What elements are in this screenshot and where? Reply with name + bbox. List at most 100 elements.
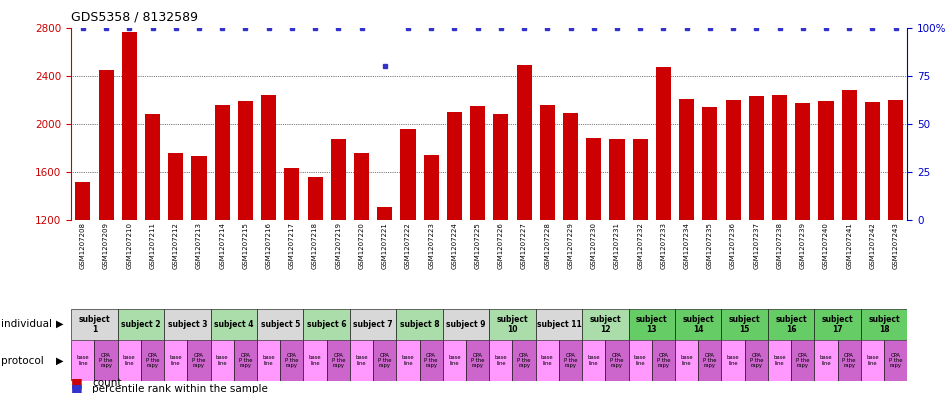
Text: GSM1207226: GSM1207226	[498, 222, 504, 269]
Bar	[466, 340, 489, 381]
Text: GSM1207242: GSM1207242	[869, 222, 875, 268]
Bar	[675, 340, 698, 381]
Bar	[420, 340, 443, 381]
Bar	[726, 100, 741, 220]
Text: subject
12: subject 12	[590, 314, 621, 334]
Text: GSM1207234: GSM1207234	[684, 222, 690, 269]
Bar	[633, 140, 648, 220]
Text: subject
15: subject 15	[729, 314, 761, 334]
Text: GSM1207231: GSM1207231	[614, 222, 620, 269]
Text: subject
1: subject 1	[79, 314, 110, 334]
Bar	[187, 340, 211, 381]
Bar	[582, 309, 629, 340]
Bar	[446, 112, 462, 220]
Text: GSM1207236: GSM1207236	[731, 222, 736, 269]
Bar	[94, 340, 118, 381]
Bar	[745, 340, 768, 381]
Text: GSM1207227: GSM1207227	[522, 222, 527, 269]
Text: CPA
P the
rapy: CPA P the rapy	[889, 353, 902, 369]
Text: GSM1207214: GSM1207214	[219, 222, 225, 269]
Text: subject
14: subject 14	[682, 314, 714, 334]
Bar	[768, 309, 814, 340]
Text: GSM1207213: GSM1207213	[196, 222, 202, 269]
Bar	[795, 103, 810, 220]
Bar	[192, 156, 206, 220]
Text: GSM1207229: GSM1207229	[567, 222, 574, 269]
Bar	[861, 309, 907, 340]
Text: CPA
P the
rapy: CPA P the rapy	[610, 353, 624, 369]
Bar	[261, 95, 276, 220]
Bar	[582, 340, 605, 381]
Bar	[257, 340, 280, 381]
Text: protocol: protocol	[1, 356, 44, 365]
Text: GSM1207222: GSM1207222	[405, 222, 411, 268]
Bar	[652, 340, 675, 381]
Bar	[814, 340, 838, 381]
Text: GSM1207218: GSM1207218	[313, 222, 318, 269]
Text: GSM1207237: GSM1207237	[753, 222, 759, 269]
Bar	[396, 340, 420, 381]
Bar	[884, 340, 907, 381]
Text: subject 7: subject 7	[353, 320, 393, 329]
Bar	[540, 105, 555, 220]
Bar	[656, 67, 671, 220]
Bar	[721, 309, 768, 340]
Bar	[888, 100, 903, 220]
Bar	[350, 309, 396, 340]
Bar	[400, 129, 415, 220]
Bar	[141, 340, 164, 381]
Bar	[489, 340, 512, 381]
Bar	[350, 340, 373, 381]
Bar	[702, 107, 717, 220]
Text: GSM1207225: GSM1207225	[475, 222, 481, 268]
Text: subject
17: subject 17	[822, 314, 853, 334]
Text: subject
10: subject 10	[497, 314, 528, 334]
Text: GSM1207230: GSM1207230	[591, 222, 597, 269]
Text: GDS5358 / 8132589: GDS5358 / 8132589	[71, 11, 199, 24]
Text: ▶: ▶	[56, 356, 64, 365]
Bar	[75, 182, 90, 220]
Text: subject 9: subject 9	[446, 320, 485, 329]
Text: GSM1207221: GSM1207221	[382, 222, 388, 269]
Text: CPA
P the
rapy: CPA P the rapy	[750, 353, 763, 369]
Text: base
line: base line	[680, 355, 693, 366]
Bar	[605, 340, 629, 381]
Text: GSM1207235: GSM1207235	[707, 222, 712, 269]
Bar	[586, 138, 601, 220]
Bar	[118, 309, 164, 340]
Text: GSM1207239: GSM1207239	[800, 222, 806, 269]
Text: GSM1207233: GSM1207233	[660, 222, 666, 269]
Text: subject
16: subject 16	[775, 314, 807, 334]
Bar	[679, 99, 694, 220]
Text: CPA
P the
rapy: CPA P the rapy	[425, 353, 438, 369]
Text: GSM1207241: GSM1207241	[846, 222, 852, 269]
Bar	[563, 113, 578, 220]
Text: base
line: base line	[495, 355, 507, 366]
Text: CPA
P the
rapy: CPA P the rapy	[471, 353, 484, 369]
Text: ■: ■	[71, 382, 83, 393]
Text: GSM1207209: GSM1207209	[104, 222, 109, 269]
Text: subject 8: subject 8	[400, 320, 440, 329]
Bar	[493, 114, 508, 220]
Text: base
line: base line	[541, 355, 554, 366]
Text: subject 6: subject 6	[307, 320, 347, 329]
Bar	[768, 340, 791, 381]
Bar	[99, 70, 114, 220]
Bar	[629, 309, 675, 340]
Text: CPA
P the
rapy: CPA P the rapy	[518, 353, 531, 369]
Bar	[280, 340, 303, 381]
Bar	[772, 95, 787, 220]
Bar	[396, 309, 443, 340]
Text: GSM1207210: GSM1207210	[126, 222, 132, 269]
Bar	[443, 309, 489, 340]
Text: CPA
P the
rapy: CPA P the rapy	[100, 353, 113, 369]
Bar	[211, 309, 257, 340]
Text: GSM1207232: GSM1207232	[637, 222, 643, 269]
Text: CPA
P the
rapy: CPA P the rapy	[843, 353, 856, 369]
Text: GSM1207216: GSM1207216	[266, 222, 272, 269]
Text: subject 2: subject 2	[122, 320, 161, 329]
Text: CPA
P the
rapy: CPA P the rapy	[285, 353, 298, 369]
Text: GSM1207238: GSM1207238	[776, 222, 783, 269]
Text: GSM1207217: GSM1207217	[289, 222, 294, 269]
Text: base
line: base line	[169, 355, 182, 366]
